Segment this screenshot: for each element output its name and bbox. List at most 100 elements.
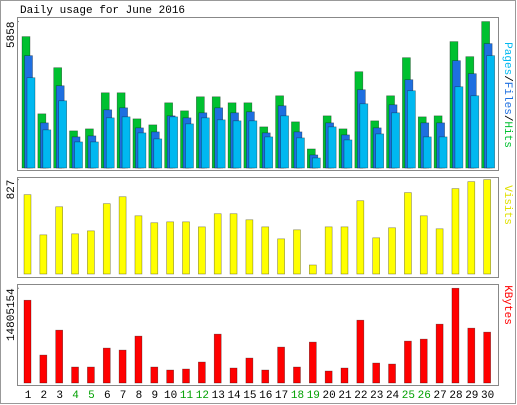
x-tick-label: 20 bbox=[323, 390, 336, 402]
bar bbox=[182, 221, 190, 275]
bar bbox=[264, 136, 274, 169]
bar bbox=[169, 116, 178, 169]
panel-frame bbox=[17, 177, 499, 278]
x-tick-label: 23 bbox=[370, 390, 383, 402]
x-tick-label: 1 bbox=[25, 390, 32, 402]
bar bbox=[71, 366, 79, 384]
bar bbox=[42, 129, 52, 169]
bar bbox=[58, 100, 68, 169]
bar bbox=[71, 233, 79, 275]
bar bbox=[166, 369, 174, 384]
bar bbox=[198, 226, 206, 275]
x-tick-label: 8 bbox=[136, 390, 143, 402]
bar bbox=[261, 369, 270, 384]
bar bbox=[229, 367, 238, 384]
bar bbox=[87, 230, 95, 275]
bar bbox=[102, 203, 111, 275]
x-tick-label: 24 bbox=[386, 390, 400, 402]
bar bbox=[308, 264, 317, 275]
bar bbox=[435, 323, 444, 384]
bar bbox=[324, 226, 333, 275]
bar bbox=[245, 357, 254, 384]
legend-entry: KBytes bbox=[501, 285, 513, 325]
x-tick-label: 7 bbox=[120, 390, 127, 402]
chart-title: Daily usage for June 2016 bbox=[20, 5, 185, 17]
bar bbox=[467, 327, 476, 384]
bar bbox=[55, 329, 64, 384]
bar bbox=[454, 86, 464, 169]
legend-entry: Hits bbox=[501, 121, 513, 147]
bar bbox=[118, 196, 127, 275]
x-tick-label: 17 bbox=[275, 390, 288, 402]
bar bbox=[150, 366, 159, 384]
bar bbox=[105, 117, 115, 169]
bar bbox=[388, 363, 396, 384]
bar bbox=[359, 103, 369, 169]
bar bbox=[391, 112, 400, 169]
bar bbox=[375, 133, 385, 169]
x-tick-label: 14 bbox=[227, 390, 241, 402]
x-tick-label: 27 bbox=[433, 390, 446, 402]
bar bbox=[404, 340, 412, 384]
bar bbox=[451, 287, 460, 384]
bar bbox=[39, 234, 48, 275]
bar bbox=[419, 338, 428, 384]
bar bbox=[293, 229, 301, 275]
bar bbox=[483, 331, 491, 384]
bar bbox=[213, 333, 222, 384]
bar bbox=[134, 335, 143, 384]
panel-frame bbox=[17, 284, 499, 386]
bar bbox=[229, 213, 238, 275]
bar bbox=[277, 238, 285, 275]
bar bbox=[422, 136, 432, 169]
bar bbox=[23, 299, 32, 384]
bar bbox=[198, 361, 206, 384]
bar bbox=[248, 120, 258, 169]
x-tick-label: 10 bbox=[164, 390, 177, 402]
x-tick-label: 4 bbox=[72, 390, 79, 402]
x-tick-label: 21 bbox=[338, 390, 352, 402]
legend-separator: / bbox=[501, 75, 513, 82]
bar bbox=[308, 341, 317, 384]
bar bbox=[261, 226, 270, 275]
bar bbox=[39, 354, 48, 384]
legend: Pages/Files/Hits bbox=[501, 42, 513, 148]
bar bbox=[102, 347, 111, 384]
x-tick-label: 18 bbox=[291, 390, 304, 402]
bar bbox=[311, 157, 321, 169]
legend-entry: Files bbox=[501, 82, 513, 115]
bar bbox=[435, 228, 444, 275]
x-tick-label: 15 bbox=[243, 390, 256, 402]
legend-separator: / bbox=[501, 115, 513, 122]
bar bbox=[121, 116, 131, 169]
bar bbox=[356, 200, 365, 275]
bar bbox=[277, 346, 285, 384]
bar bbox=[356, 319, 365, 384]
bar bbox=[55, 206, 64, 275]
bar bbox=[245, 219, 254, 275]
bar bbox=[327, 126, 337, 169]
bar bbox=[185, 123, 194, 169]
bar bbox=[407, 90, 416, 169]
bar bbox=[343, 139, 353, 169]
x-tick-label: 3 bbox=[56, 390, 63, 402]
x-tick-label: 30 bbox=[481, 390, 494, 402]
bar bbox=[90, 141, 99, 169]
bar bbox=[134, 215, 143, 275]
x-tick-label: 29 bbox=[465, 390, 478, 402]
bar bbox=[372, 362, 381, 384]
y-tick-label: 5858 bbox=[6, 22, 18, 48]
legend-entry: Visits bbox=[501, 185, 513, 225]
x-tick-label: 25 bbox=[402, 390, 415, 402]
bar bbox=[451, 188, 460, 275]
bar bbox=[340, 226, 349, 275]
x-tick-label: 11 bbox=[180, 390, 194, 402]
bar bbox=[372, 237, 381, 275]
bar bbox=[166, 221, 174, 275]
x-tick-label: 9 bbox=[151, 390, 158, 402]
bar bbox=[118, 349, 127, 384]
bar bbox=[340, 367, 349, 384]
bar bbox=[486, 55, 495, 169]
bar bbox=[419, 215, 428, 275]
